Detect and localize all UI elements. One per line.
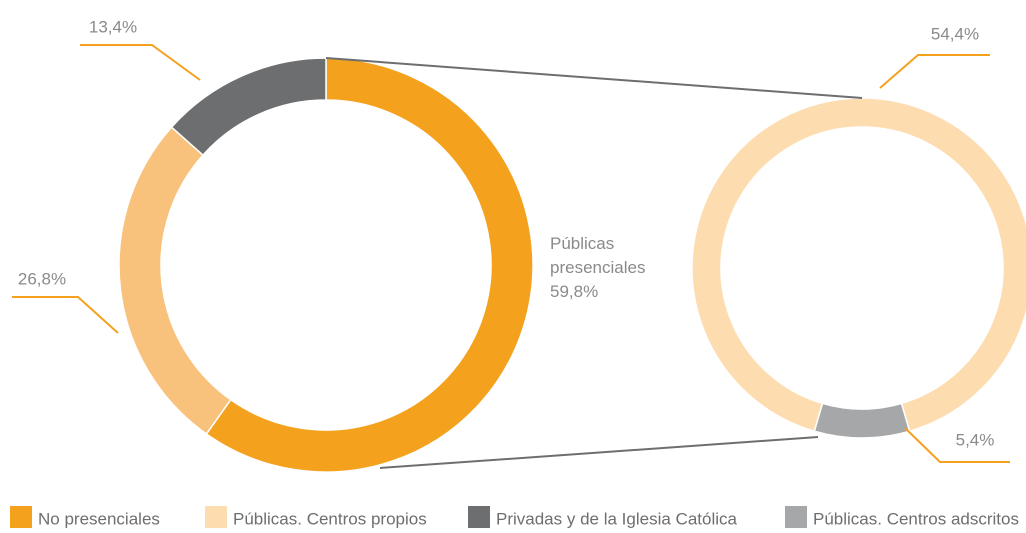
connector xyxy=(325,57,863,99)
legend-swatch xyxy=(468,506,490,528)
leader-line xyxy=(879,54,990,89)
donuts xyxy=(118,57,1026,473)
value-label: 26,8% xyxy=(18,269,66,288)
connector xyxy=(379,436,819,469)
donut-segment xyxy=(118,126,232,436)
legend-label: Privadas y de la Iglesia Católica xyxy=(496,509,738,528)
donut-segment xyxy=(691,97,1026,433)
donut-segment xyxy=(813,402,911,439)
legend-label: Públicas. Centros propios xyxy=(233,509,427,528)
legend-label: No presenciales xyxy=(38,509,160,528)
value-label: 59,8% xyxy=(550,282,599,301)
leader-line xyxy=(904,427,1010,463)
value-label: 54,4% xyxy=(931,24,979,43)
legend-swatch xyxy=(205,506,227,528)
category-label: Públicas presenciales xyxy=(550,234,646,277)
donut-segment xyxy=(205,57,534,473)
donut-segment xyxy=(170,57,327,157)
legend-swatch xyxy=(10,506,32,528)
legend-swatch xyxy=(785,506,807,528)
value-label: 5,4% xyxy=(956,430,995,449)
leader-line xyxy=(80,44,201,81)
leader-line xyxy=(12,296,119,334)
legend-label: Públicas. Centros adscritos xyxy=(813,509,1019,528)
value-label: 13,4% xyxy=(89,17,137,36)
